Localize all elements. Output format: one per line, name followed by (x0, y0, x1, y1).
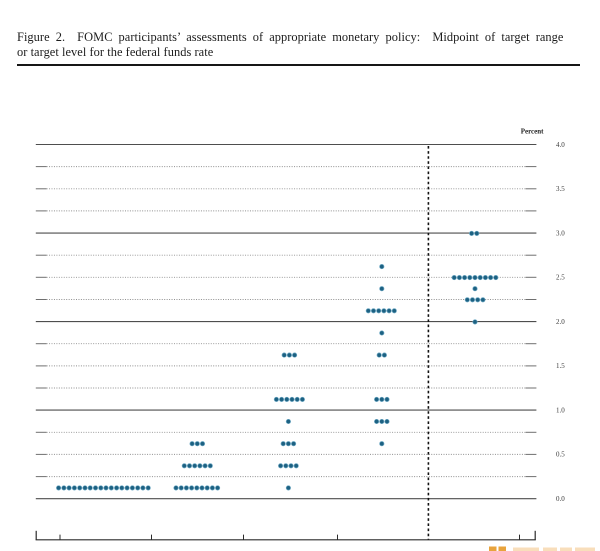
svg-text:0.0: 0.0 (556, 495, 565, 503)
svg-text:2.0: 2.0 (556, 318, 565, 326)
svg-text:Percent: Percent (521, 128, 544, 136)
svg-text:0.5: 0.5 (556, 451, 565, 459)
svg-text:3.0: 3.0 (556, 229, 565, 237)
svg-text:4.0: 4.0 (556, 141, 565, 149)
svg-text:1.0: 1.0 (556, 406, 565, 414)
svg-text:1.5: 1.5 (556, 362, 565, 370)
svg-text:3.5: 3.5 (556, 185, 565, 193)
svg-text:2.5: 2.5 (556, 274, 565, 282)
